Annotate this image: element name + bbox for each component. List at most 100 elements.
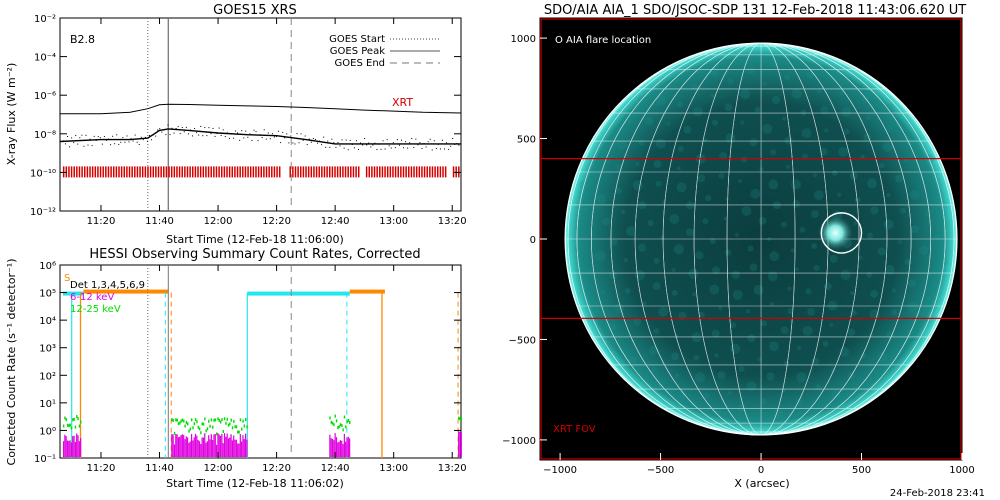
xrt-obs-tick [213, 166, 215, 178]
sun-texture-patch [860, 154, 865, 159]
goes-noise-point [134, 134, 136, 136]
sun-texture-patch [854, 197, 861, 204]
sun-texture-patch [847, 372, 856, 381]
xrt-obs-tick [192, 166, 194, 178]
sun-texture-patch [926, 271, 931, 276]
xrt-obs-tick [139, 166, 141, 178]
hessi-6-12-bar [216, 444, 218, 457]
goes-noise-point [122, 137, 124, 139]
goes-noise-point [120, 141, 122, 143]
hessi-6-12-bar [341, 440, 343, 457]
xrt-obs-tick [328, 166, 331, 178]
hessi-12-25-point [175, 418, 177, 422]
xrt-obs-tick [141, 166, 144, 178]
sun-texture-patch [653, 160, 662, 169]
xrt-obs-tick [260, 166, 262, 178]
sun-texture-patch [574, 244, 583, 253]
xrt-obs-tick [136, 166, 139, 178]
goes-noise-point [433, 140, 435, 142]
xrt-obs-tick [89, 166, 91, 178]
sun-texture-patch [800, 109, 807, 116]
goes-noise-point [296, 133, 298, 135]
hessi-12-25-point [196, 420, 198, 424]
sun-texture-patch [762, 123, 773, 134]
goes-noise-point [261, 137, 263, 139]
hessi-12-25-point [183, 419, 185, 423]
goes-xtick-label: 12:00 [204, 216, 233, 227]
xrt-obs-tick [84, 166, 86, 178]
xrt-obs-tick [379, 166, 381, 178]
xrt-obs-tick [178, 166, 181, 178]
xrt-obs-tick [384, 166, 386, 178]
goes-noise-point [380, 148, 382, 150]
xrt-obs-tick [421, 166, 423, 178]
goes-noise-point [206, 135, 208, 137]
hessi-6-12-bar [225, 436, 227, 457]
goes-noise-point [319, 140, 321, 142]
hessi-6-12-bar [64, 434, 66, 457]
sun-texture-patch [787, 286, 792, 291]
hessi-6-12-bar [177, 437, 180, 457]
sun-texture-patch [685, 228, 694, 237]
goes-noise-point [366, 144, 368, 146]
goes-ytick-label: 10⁻⁴ [34, 53, 56, 64]
xrt-obs-tick [242, 166, 244, 178]
xrt-obs-tick [247, 166, 249, 178]
sun-texture-patch [695, 251, 704, 260]
goes-noise-point [140, 136, 142, 138]
sun-texture-patch [738, 365, 745, 372]
xrt-obs-tick [223, 166, 226, 178]
xrt-obs-tick [239, 166, 241, 178]
goes-noise-point [314, 139, 316, 141]
sun-texture-patch [767, 271, 778, 282]
goes-noise-point [116, 134, 118, 136]
goes-noise-point [280, 142, 282, 144]
xrt-obs-tick [115, 166, 118, 178]
xrt-obs-tick [126, 166, 128, 178]
goes-ylabel: X-ray Flux (W m⁻²) [5, 63, 18, 165]
hessi-6-12-bar [243, 439, 245, 457]
hessi-12-25-point [345, 425, 347, 429]
sun-texture-patch [685, 201, 694, 210]
hessi-6-12-bar [221, 433, 223, 457]
goes-noise-point [228, 137, 230, 139]
sun-texture-patch [811, 243, 818, 250]
goes-noise-point [335, 146, 337, 148]
goes-noise-point [327, 140, 329, 142]
sun-texture-patch [768, 179, 779, 190]
goes-noise-point [439, 148, 441, 150]
hessi-6-12-bar [234, 439, 236, 457]
sun-texture-patch [653, 257, 660, 264]
sun-texture-patch [677, 145, 684, 152]
sun-texture-patch [745, 309, 750, 314]
xrt-obs-tick [152, 166, 154, 178]
hessi-6-12-bar [201, 437, 203, 457]
sun-texture-patch [596, 193, 607, 204]
xrt-obs-tick [347, 166, 349, 178]
sun-texture-patch [784, 136, 793, 145]
sun-texture-patch [582, 207, 589, 214]
sun-texture-patch [652, 282, 661, 291]
goes-noise-point [310, 141, 312, 143]
sun-texture-patch [740, 156, 747, 163]
sun-texture-patch [725, 249, 732, 256]
goes-noise-point [388, 145, 390, 147]
sun-texture-patch [780, 326, 789, 335]
hessi-6-12-bar [343, 433, 345, 457]
hessi-6-12-bar [175, 434, 177, 457]
hessi-12-25-point [346, 420, 348, 424]
hessi-6-12-bar [242, 435, 244, 457]
hessi-ytick-label: 10⁶ [39, 261, 56, 272]
goes-noise-point [77, 143, 79, 145]
xrt-obs-tick [426, 166, 428, 178]
hessi-6-12-bar [187, 437, 189, 457]
sun-texture-patch [693, 354, 700, 361]
goes-noise-point [269, 138, 271, 140]
goes-noise-point [163, 129, 165, 131]
sun-texture-patch [709, 284, 720, 295]
sun-texture-patch [759, 167, 764, 172]
sun-texture-patch [760, 398, 767, 405]
sun-texture-patch [610, 323, 617, 330]
xrt-obs-tick [81, 166, 83, 178]
xrt-obs-tick [244, 166, 247, 178]
